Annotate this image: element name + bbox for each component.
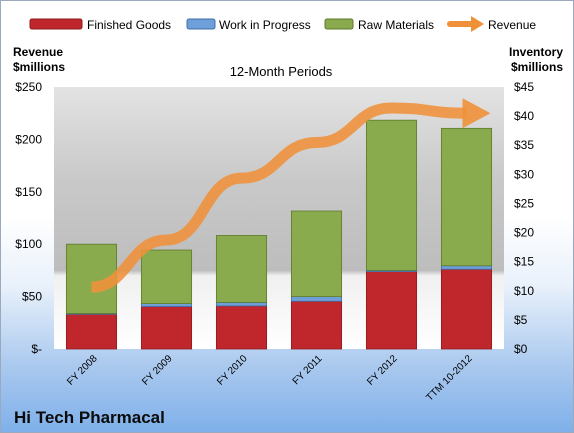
legend: Finished Goods Work in Progress Raw Mate… [29,16,536,32]
right-tick-label: $30 [514,167,534,181]
bar-work-in-progress [290,296,343,302]
bar-finished-goods [140,306,193,350]
category-label: FY 2010 [215,353,250,388]
category-label: FY 2008 [65,353,100,388]
category-label: FY 2011 [291,353,325,387]
right-tick-label: $40 [514,109,534,123]
left-tick-label: $- [31,342,42,356]
revenue-line-arrowhead [462,98,491,129]
bars [65,119,493,350]
plot-area [54,87,504,349]
revenue-line [91,102,467,293]
category-label: FY 2012 [365,353,400,388]
right-tick-label: $15 [514,255,534,269]
legend-item-work-in-progress: Work in Progress [186,18,311,32]
right-axis-title-line2: $millions [511,60,563,74]
bar-finished-goods [440,268,493,350]
left-tick-label: $200 [15,132,42,146]
left-tick-label: $50 [22,290,42,304]
company-name: Hi Tech Pharmacal [14,408,165,427]
legend-item-revenue: Revenue [447,16,536,32]
legend-item-finished-goods: Finished Goods [29,18,171,32]
left-axis-title-line1: Revenue [13,45,63,59]
right-tick-label: $35 [514,138,534,152]
right-tick-label: $10 [514,284,534,298]
bar-raw-materials [365,119,418,271]
bar-finished-goods [65,313,118,350]
bar-finished-goods [365,271,418,350]
bar-work-in-progress [440,265,493,270]
right-axis-ticks: $0 $5 $10 $15 $20 $25 $30 $35 $40 $45 [514,80,534,356]
right-tick-label: $20 [514,226,534,240]
bar-raw-materials [140,249,193,304]
left-axis-ticks: $- $50 $100 $150 $200 $250 [15,80,42,356]
right-tick-label: $5 [514,313,528,327]
legend-label-finished-goods: Finished Goods [87,18,171,32]
legend-item-raw-materials: Raw Materials [324,18,434,32]
revenue-line-layer [91,98,491,293]
legend-label-raw-materials: Raw Materials [358,18,434,32]
right-tick-label: $25 [514,196,534,210]
bar-raw-materials [290,210,343,298]
legend-label-revenue: Revenue [488,18,536,32]
left-tick-label: $100 [15,237,42,251]
right-axis-title-line1: Inventory [509,45,563,59]
bar-finished-goods [215,305,268,350]
category-label: FY 2009 [140,353,175,388]
bar-work-in-progress [140,303,193,307]
chart-title: 12-Month Periods [230,64,333,79]
left-axis-title-line2: $millions [13,60,65,74]
bar-raw-materials [440,127,493,267]
category-labels: FY 2008 FY 2009 FY 2010 FY 2011 FY 2012 TTM 1… [65,353,475,404]
right-tick-label: $0 [514,342,528,356]
left-tick-label: $150 [15,185,42,199]
bar-finished-goods [290,300,343,350]
right-tick-label: $45 [514,80,534,94]
left-tick-label: $250 [15,80,42,94]
bar-work-in-progress [215,302,268,307]
legend-label-work-in-progress: Work in Progress [219,18,311,32]
bar-raw-materials [215,235,268,303]
category-label: TTM 10-2012 [424,353,475,404]
